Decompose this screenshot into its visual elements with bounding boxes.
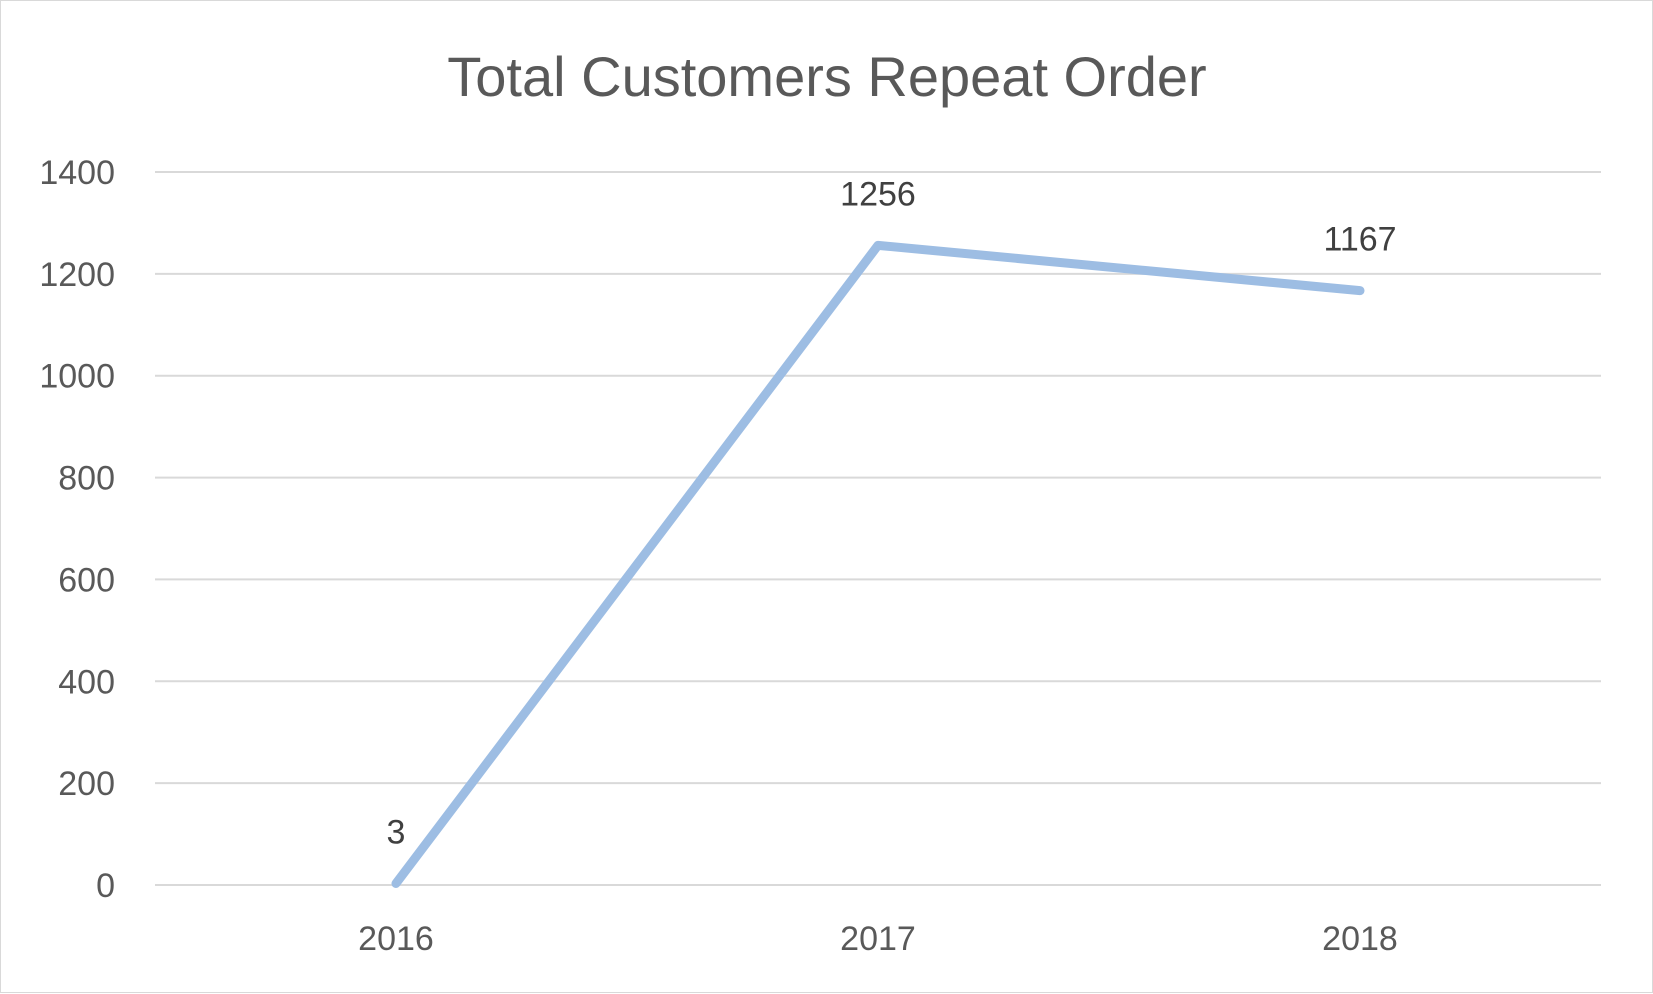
x-tick-label-2016: 2016	[358, 920, 434, 958]
data-label-2018: 1167	[1323, 221, 1396, 259]
gridlines	[155, 171, 1601, 886]
y-tick-label-1200: 1200	[39, 256, 115, 294]
data-label-2017: 1256	[840, 175, 916, 213]
y-tick-label-200: 200	[58, 765, 115, 803]
x-axis: 2016 2017 2018	[358, 920, 1398, 958]
y-tick-label-400: 400	[58, 663, 115, 701]
series-layer	[391, 240, 1365, 888]
data-labels: 3 1256 1167	[387, 175, 1397, 851]
series-line-0	[391, 240, 1365, 888]
x-tick-label-2017: 2017	[840, 920, 916, 958]
chart-title: Total Customers Repeat Order	[447, 45, 1206, 108]
y-tick-label-800: 800	[58, 460, 115, 498]
y-tick-label-1400: 1400	[39, 154, 115, 192]
x-tick-label-2018: 2018	[1322, 920, 1398, 958]
y-tick-label-1000: 1000	[39, 358, 115, 396]
y-axis: 0 200 400 600 800 1000 1200 1400	[39, 154, 115, 905]
y-tick-label-600: 600	[58, 561, 115, 599]
data-label-2016: 3	[387, 813, 406, 851]
y-tick-label-0: 0	[96, 867, 115, 905]
